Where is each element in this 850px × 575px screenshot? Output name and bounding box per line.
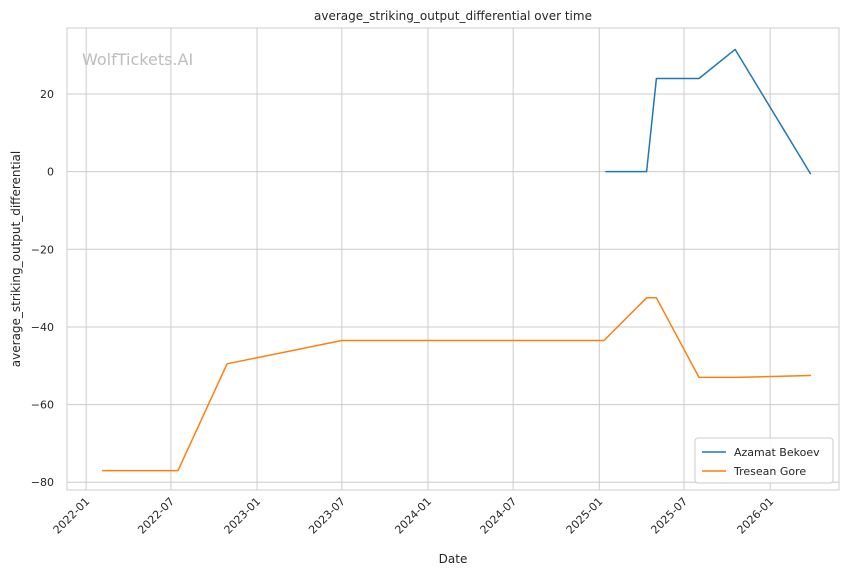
y-tick-label: 20 [40, 88, 54, 101]
plot-area [66, 27, 840, 491]
x-tick-label: 2026-01 [735, 495, 777, 537]
x-axis-ticks: 2022-01 2022-07 2023-01 2023-07 2024-01 2024-… [51, 495, 777, 537]
y-axis-ticks: 20 0 −20 −40 −60 −80 [31, 88, 54, 489]
legend-label-azamat-bekoev: Azamat Bekoev [734, 446, 820, 459]
series-line-azamat-bekoev [605, 48, 812, 175]
grid-lines [67, 28, 839, 490]
x-tick-label: 2025-07 [648, 495, 690, 537]
y-tick-label: −20 [31, 243, 54, 256]
y-tick-label: 0 [47, 166, 54, 179]
x-tick-label: 2024-07 [478, 495, 520, 537]
chart-title: average_striking_output_differential ove… [314, 9, 592, 23]
legend: Azamat Bekoev Tresean Gore [694, 437, 834, 484]
y-tick-label: −40 [31, 321, 54, 334]
x-tick-label: 2022-01 [51, 495, 93, 537]
legend-label-tresean-gore: Tresean Gore [733, 465, 806, 478]
y-tick-label: −80 [31, 476, 54, 489]
x-tick-label: 2023-07 [306, 495, 348, 537]
y-axis-title: average_striking_output_differential [9, 151, 23, 367]
series-lines [101, 48, 812, 472]
watermark: WolfTickets.AI [82, 50, 193, 69]
x-axis-title: Date [439, 552, 468, 566]
x-tick-label: 2024-01 [392, 495, 434, 537]
x-tick-label: 2025-01 [564, 495, 606, 537]
y-tick-label: −60 [31, 399, 54, 412]
legend-box [694, 437, 834, 484]
series-line-tresean-gore [101, 297, 812, 472]
x-tick-label: 2023-01 [221, 495, 263, 537]
x-tick-label: 2022-07 [135, 495, 177, 537]
